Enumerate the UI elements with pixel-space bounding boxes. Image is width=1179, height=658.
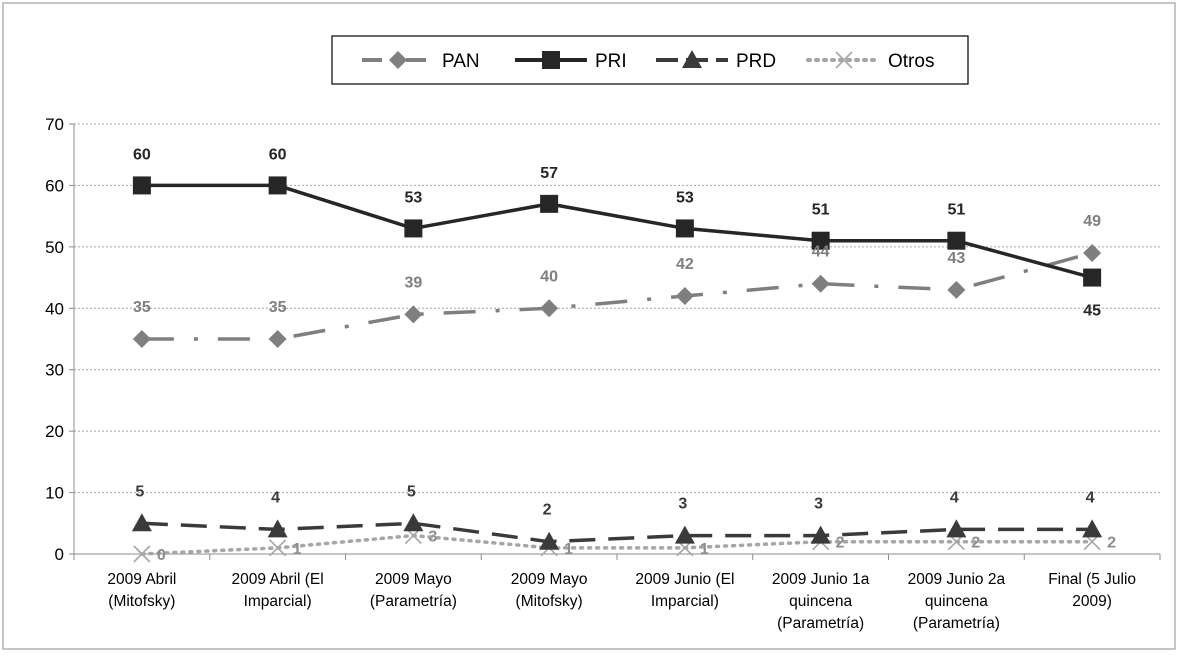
- legend-label-pri: PRI: [595, 51, 627, 72]
- data-point-pri: [1083, 268, 1102, 287]
- data-label-otros: 2: [1107, 535, 1116, 552]
- x-category-label: 2009 Mayo (Parametría): [370, 571, 457, 610]
- data-point-otros: [269, 539, 287, 557]
- data-label-prd: 4: [1086, 489, 1095, 506]
- series-line-otros: [140, 533, 1094, 556]
- data-label-pri: 53: [404, 189, 422, 206]
- data-point-prd: [131, 513, 152, 532]
- x-category-label: 2009 Abril (Mitofsky): [107, 571, 176, 610]
- data-label-pan: 43: [947, 250, 965, 267]
- data-point-pan: [268, 330, 287, 348]
- data-point-pan: [1083, 244, 1102, 262]
- y-tick-label: 70: [45, 115, 64, 134]
- data-label-pan: 44: [812, 244, 830, 261]
- data-point-pri: [268, 176, 287, 195]
- series-line-pan: [141, 251, 1093, 341]
- data-label-pan: 35: [269, 299, 287, 316]
- legend-label-pan: PAN: [442, 51, 480, 72]
- data-label-pri: 60: [269, 146, 287, 163]
- data-point-prd: [267, 519, 288, 538]
- data-label-otros: 1: [293, 541, 302, 558]
- legend-label-otros: Otros: [888, 51, 934, 72]
- legend-marker-pan: [389, 51, 407, 69]
- x-category-label: 2009 Junio (El Imparcial): [635, 571, 734, 610]
- data-label-pri: 53: [676, 189, 694, 206]
- y-tick-label: 60: [45, 176, 64, 195]
- data-point-pri: [404, 219, 423, 238]
- x-category-label: 2009 Abril (El Imparcial): [232, 571, 324, 610]
- data-label-pan: 35: [133, 299, 151, 316]
- data-label-pri: 45: [1083, 303, 1101, 320]
- data-label-otros: 1: [700, 541, 709, 558]
- data-point-prd: [810, 525, 831, 544]
- data-label-prd: 2: [543, 502, 552, 519]
- y-tick-label: 30: [45, 361, 64, 380]
- legend-label-prd: PRD: [736, 51, 776, 72]
- data-label-prd: 3: [814, 496, 823, 513]
- legend-marker-pri: [542, 51, 560, 69]
- data-point-pan: [132, 330, 151, 348]
- data-label-otros: 0: [157, 547, 166, 564]
- data-point-prd: [539, 531, 560, 550]
- data-point-pri: [132, 176, 151, 195]
- data-label-pan: 40: [540, 268, 558, 285]
- data-label-prd: 3: [678, 496, 687, 513]
- data-point-otros: [133, 545, 151, 563]
- data-label-pri: 51: [947, 202, 965, 219]
- y-tick-label: 10: [45, 484, 64, 503]
- data-label-otros: 3: [428, 529, 437, 546]
- series-line-pri: [141, 183, 1093, 280]
- data-point-pan: [675, 287, 694, 305]
- data-point-pan: [947, 280, 966, 299]
- data-label-pri: 51: [812, 202, 830, 219]
- data-point-pri: [540, 194, 559, 213]
- data-label-prd: 4: [271, 489, 280, 506]
- data-point-pri: [947, 231, 966, 250]
- x-category-label: 2009 Junio 2a quincena (Parametría): [908, 571, 1006, 632]
- y-tick-label: 20: [45, 422, 64, 441]
- x-category-label: Final (5 Julio 2009): [1048, 571, 1136, 610]
- data-label-pri: 57: [540, 165, 558, 182]
- legend-marker-otros: [835, 51, 853, 69]
- data-label-prd: 5: [135, 483, 144, 500]
- data-point-prd: [674, 525, 695, 544]
- y-tick-label: 0: [55, 545, 64, 564]
- series-lines: [131, 176, 1103, 563]
- data-label-pri: 60: [133, 146, 151, 163]
- data-point-pri: [811, 231, 830, 250]
- x-category-label: 2009 Junio 1a quincena (Parametría): [772, 571, 870, 632]
- data-point-pan: [540, 299, 559, 318]
- y-tick-label: 50: [45, 238, 64, 257]
- data-label-prd: 5: [407, 483, 416, 500]
- data-point-prd: [946, 519, 967, 538]
- data-point-pan: [404, 305, 423, 324]
- x-category-label: 2009 Mayo (Mitofsky): [511, 571, 588, 610]
- series-line-prd: [141, 521, 1093, 544]
- data-label-otros: 2: [836, 535, 845, 552]
- data-label-pan: 42: [676, 256, 694, 273]
- data-label-prd: 4: [950, 489, 959, 506]
- data-label-pan: 39: [404, 274, 422, 291]
- data-point-prd: [403, 513, 424, 532]
- y-tick-label: 40: [45, 299, 64, 318]
- data-point-pan: [811, 274, 830, 293]
- data-point-pri: [675, 219, 694, 238]
- data-point-prd: [1082, 519, 1103, 538]
- legend-marker-prd: [682, 50, 702, 68]
- data-label-pan: 49: [1083, 213, 1101, 230]
- legend: PAN PRI PRD Otros: [331, 35, 969, 85]
- data-label-otros: 1: [564, 541, 573, 558]
- data-label-otros: 2: [971, 535, 980, 552]
